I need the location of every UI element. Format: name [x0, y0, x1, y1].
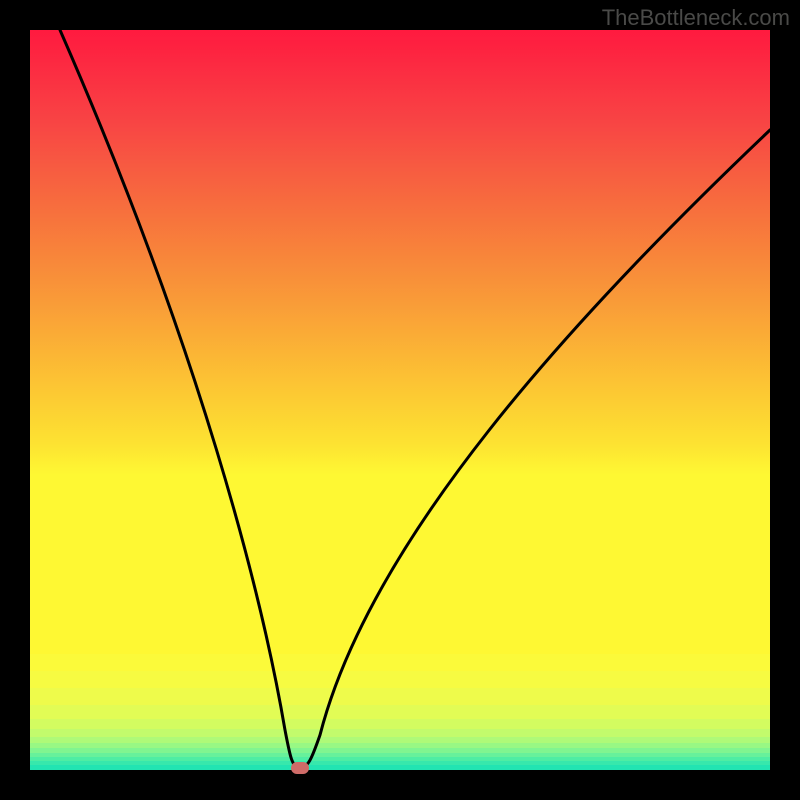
plot-area [30, 30, 770, 770]
bottleneck-curve [30, 30, 770, 770]
curve-path [60, 30, 770, 768]
watermark-text: TheBottleneck.com [602, 5, 790, 31]
minimum-marker [291, 762, 309, 774]
